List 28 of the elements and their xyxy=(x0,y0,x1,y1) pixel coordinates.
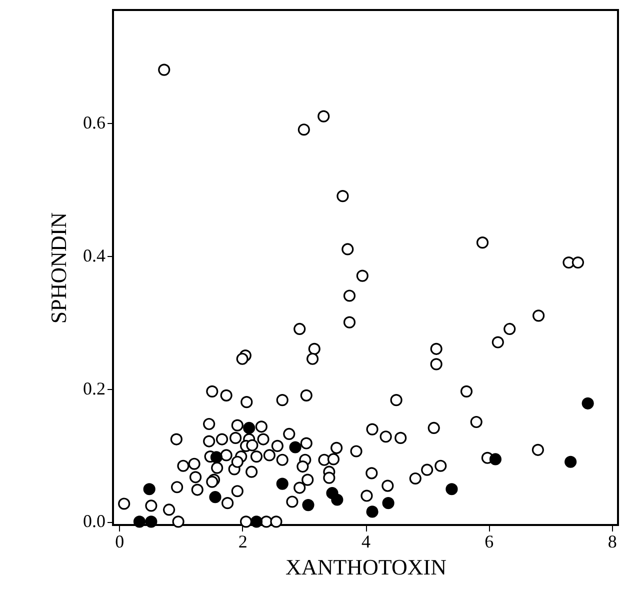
point xyxy=(582,397,594,410)
point xyxy=(366,506,378,518)
y-tick-label: 0.6 xyxy=(83,112,106,132)
point xyxy=(489,453,502,466)
point xyxy=(250,516,263,528)
x-tick-label: 2 xyxy=(238,532,248,552)
point xyxy=(209,491,222,504)
point xyxy=(145,516,158,528)
point xyxy=(289,441,302,454)
point xyxy=(133,516,146,528)
point xyxy=(564,456,577,468)
y-tick-label: 0.4 xyxy=(83,245,106,266)
y-tick-label: 0.2 xyxy=(83,378,106,398)
point xyxy=(143,483,156,496)
point xyxy=(276,478,288,490)
point xyxy=(382,497,394,510)
x-tick-label: 0 xyxy=(115,532,124,552)
y-tick-label: 0.0 xyxy=(83,511,106,532)
point xyxy=(210,451,223,464)
x-axis-title: XANTHOTOXIN xyxy=(286,554,447,580)
point xyxy=(243,422,256,434)
point xyxy=(331,494,344,506)
x-tick-label: 4 xyxy=(362,532,370,552)
point xyxy=(302,499,314,512)
y-axis-title: SPHONDIN xyxy=(46,212,71,324)
x-tick-label: 6 xyxy=(484,532,494,552)
point xyxy=(446,483,458,496)
x-tick-label: 8 xyxy=(608,532,617,552)
